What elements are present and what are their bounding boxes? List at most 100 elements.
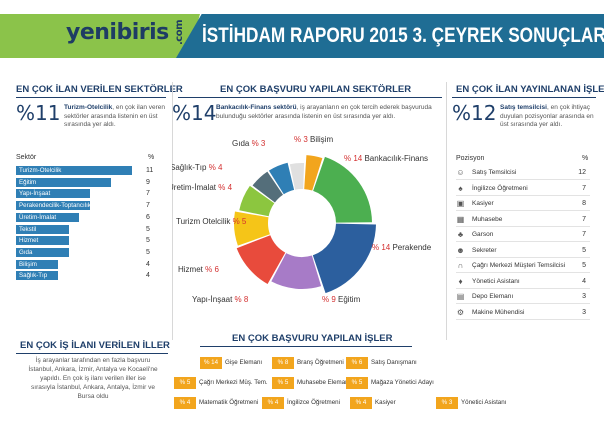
position-label: Yönetici Asistanı (472, 277, 520, 285)
sector-bar-label: Sağlık-Tıp (19, 272, 48, 280)
sector-bar-value: 9 (146, 178, 150, 186)
position-label: Garson (472, 231, 494, 238)
position-value: 8 (582, 200, 586, 207)
donut-slice (289, 163, 305, 190)
applied-job-label: Matematik Öğretmeni (199, 399, 259, 406)
position-row: ♠ İngilizce Öğretmeni 7 (456, 182, 590, 196)
sector-bar: Turizm-Otelcilik (16, 166, 132, 175)
applied-job-label: Yönetici Asistanı (461, 399, 507, 406)
sector-column-header: Sektör (16, 154, 37, 161)
position-label: Sekreter (472, 246, 497, 254)
applied-job-tag: % 4 Matematik Öğretmeni (174, 397, 260, 409)
left-description: Turizm-Otelcilik, en çok ilan veren sekt… (64, 104, 168, 130)
sector-bar-label: Bilişim (19, 260, 37, 268)
donut-label: Üretim-İmalat % 4 (172, 183, 233, 192)
applied-job-tag: % 5 Çağrı Merkezi Müş. Tem. (174, 377, 268, 389)
applied-job-percent: % 4 (262, 397, 284, 409)
donut-label: % 3 Bilişim (294, 135, 333, 144)
position-row: ♦ Yönetici Asistanı 4 (456, 275, 590, 289)
sector-bar-row: Yapı-İnşaat 7 (16, 189, 156, 199)
applied-job-percent: % 6 (346, 357, 368, 369)
applied-job-percent: % 4 (350, 397, 372, 409)
applied-job-percent: % 5 (272, 377, 294, 389)
sector-bar: Perakendecilik-Toptancılık (16, 201, 91, 211)
position-value: 12 (578, 169, 586, 176)
donut-label: Yapı-İnşaat % 8 (192, 295, 249, 304)
applied-job-percent: % 5 (346, 377, 368, 389)
position-value: 4 (582, 277, 586, 285)
sector-bar: Eğitim (16, 177, 111, 187)
center-big-percent: %14 (172, 101, 217, 125)
sector-bar: Üretim-İmalat (16, 212, 80, 222)
sector-bar-value: 7 (146, 190, 150, 198)
sector-bar: Yapı-İnşaat (16, 189, 90, 199)
donut-label: % 9 Eğitim (322, 295, 361, 304)
right-big-percent: %12 (452, 101, 497, 125)
donut-label: Sağlık-Tıp % 4 (172, 163, 223, 172)
brand-logo: yenibiris .com (66, 20, 194, 45)
applied-job-label: Satış Danışmanı (371, 359, 417, 366)
donut-slice (239, 185, 275, 217)
sector-bar: Bilişim (16, 259, 59, 269)
applied-job-percent: % 3 (436, 397, 458, 409)
position-column-header: Pozisyon (456, 155, 485, 162)
sector-bar-value: 5 (146, 225, 150, 233)
position-row: ∩ Çağrı Merkezi Müşteri Temsilcisi 5 (456, 259, 590, 273)
brand-name: yenibiris (66, 20, 169, 45)
applied-job-percent: % 5 (174, 377, 196, 389)
center-section-heading: EN ÇOK BAŞVURU YAPILAN SEKTÖRLER (220, 84, 412, 95)
left-section-heading: EN ÇOK İLAN VERİLEN SEKTÖRLER (16, 84, 183, 95)
jobs-heading-underline (200, 346, 412, 347)
assistant-icon: ♦ (458, 276, 463, 286)
donut-slice (236, 235, 286, 284)
title-band (176, 14, 604, 58)
position-label: Çağrı Merkezi Müşteri Temsilcisi (472, 262, 566, 269)
donut-slice (304, 155, 323, 191)
teacher-icon: ♠ (458, 183, 463, 193)
left-big-percent: %11 (16, 101, 61, 125)
sector-bar: Gıda (16, 247, 69, 257)
cities-heading: EN ÇOK İŞ İLANI VERİLEN İLLER (20, 340, 170, 351)
warehouse-icon: ▤ (456, 292, 465, 301)
sector-bar-label: Hizmet (19, 237, 39, 245)
applied-job-percent: % 8 (272, 357, 294, 369)
sector-bar-row: Perakendecilik-Toptancılık 7 (16, 201, 156, 211)
sector-bar-label: Eğitim (19, 178, 37, 186)
applied-job-tag: % 8 Branş Öğretmeni (272, 357, 358, 369)
right-desc-text: , en çok ihtiyaç duyulan pozisyonlar ara… (500, 104, 594, 128)
donut-slice (312, 223, 376, 294)
sector-bar-row: Üretim-İmalat 6 (16, 212, 156, 222)
donut-slice (234, 211, 270, 246)
sector-pct-header: % (148, 154, 155, 161)
position-value: 3 (582, 308, 586, 316)
jobs-heading: EN ÇOK BAŞVURU YAPILAN İŞLER (232, 333, 393, 344)
cities-heading-underline (16, 353, 168, 354)
right-heading-underline (452, 97, 596, 98)
position-row: ▤ Depo Elemanı 3 (456, 290, 590, 304)
sector-bar-label: Üretim-İmalat (19, 213, 57, 221)
position-value: 5 (582, 262, 586, 269)
sector-bar: Hizmet (16, 236, 69, 246)
donut-label: Gıda % 3 (232, 139, 266, 148)
brand-suffix: .com (173, 19, 185, 46)
position-row: ▣ Kasiyer 8 (456, 197, 590, 211)
applied-job-tag: % 3 Yönetici Asistanı (436, 397, 522, 409)
waiter-icon: ♣ (457, 230, 464, 239)
left-heading-underline (16, 97, 166, 98)
donut-slice (313, 156, 372, 223)
center-desc-text: , iş arayanların en çok tercih ederek ba… (216, 104, 432, 120)
sector-bar-value: 7 (146, 202, 150, 210)
donut-label: Turizm Otelcilik % 5 (176, 217, 247, 226)
position-row: ▦ Muhasebe 7 (456, 213, 590, 227)
left-desc-text: , en çok ilan veren sektörler arasında l… (64, 104, 166, 128)
applied-job-tag: % 5 Mağaza Yönetici Adayı (346, 377, 434, 389)
applied-job-label: İngilizce Öğretmeni (287, 399, 340, 406)
applied-job-percent: % 4 (174, 397, 196, 409)
sector-bar-value: 5 (146, 237, 150, 245)
left-highlight: Turizm-Otelcilik (64, 104, 113, 111)
headset-icon: ∩ (457, 261, 464, 270)
sector-bar-label: Yapı-İnşaat (19, 190, 51, 198)
sector-bar-label: Turizm-Otelcilik (19, 167, 62, 174)
left-divider (172, 82, 173, 340)
sector-bar-label: Gıda (19, 248, 33, 256)
